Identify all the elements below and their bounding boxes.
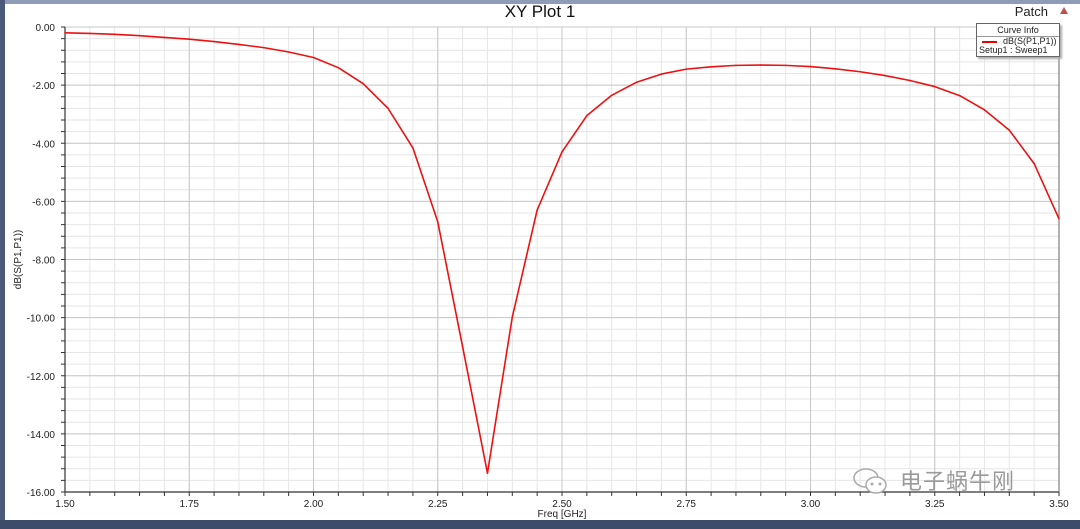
y-tick-label: -16.00 xyxy=(27,488,56,499)
data-point xyxy=(660,73,663,75)
x-tick-label: 3.00 xyxy=(801,499,821,510)
data-point xyxy=(238,43,240,46)
y-tick-label: 0.00 xyxy=(36,23,56,34)
x-tick-label: 2.50 xyxy=(552,499,572,510)
window-frame-top xyxy=(0,0,1080,4)
plot-title: XY Plot 1 xyxy=(504,2,576,21)
y-tick-label: -10.00 xyxy=(27,314,56,325)
x-tick-label: 3.25 xyxy=(925,499,945,510)
x-axis-label: Freq [GHz] xyxy=(538,509,587,520)
data-point xyxy=(834,68,837,70)
wechat-icon xyxy=(853,468,887,494)
data-point xyxy=(89,32,91,35)
curve-info-legend[interactable]: Curve Info dB(S(P1,P1)) Setup1 : Sweep1 xyxy=(976,23,1060,57)
data-point xyxy=(412,147,414,149)
data-point xyxy=(784,64,787,67)
data-point xyxy=(1033,162,1035,165)
data-point xyxy=(387,107,389,110)
data-point xyxy=(287,51,290,53)
data-point xyxy=(933,85,936,88)
data-point xyxy=(213,40,215,43)
data-point xyxy=(163,36,166,39)
data-point xyxy=(610,94,613,97)
data-point xyxy=(486,472,489,474)
legend-header: Curve Info xyxy=(977,24,1059,37)
data-point xyxy=(64,32,66,34)
x-tick-label: 1.50 xyxy=(55,499,75,510)
x-tick-label: 3.50 xyxy=(1049,499,1069,510)
data-point xyxy=(436,220,439,223)
data-point xyxy=(760,64,762,66)
data-point xyxy=(958,94,961,97)
data-point xyxy=(809,65,812,68)
x-tick-label: 1.75 xyxy=(180,499,200,510)
y-tick-label: -2.00 xyxy=(32,81,55,92)
data-point xyxy=(586,114,588,117)
data-point xyxy=(362,82,365,85)
data-point xyxy=(884,74,886,77)
data-point xyxy=(113,33,116,36)
x-tick-label: 2.00 xyxy=(304,499,324,510)
data-point xyxy=(312,56,315,59)
collapse-triangle-icon[interactable] xyxy=(1060,7,1068,14)
watermark-text: 电子蜗牛刚 xyxy=(900,469,1016,494)
x-tick-label: 2.75 xyxy=(677,499,697,510)
data-point xyxy=(263,46,265,49)
project-label: Patch xyxy=(1014,4,1048,19)
data-point xyxy=(635,81,638,84)
window-frame-bottom xyxy=(0,520,1080,529)
x-tick-label: 2.25 xyxy=(428,499,448,510)
data-point xyxy=(710,66,712,68)
data-point xyxy=(561,151,563,153)
data-point xyxy=(511,316,514,318)
legend-setup: Setup1 : Sweep1 xyxy=(979,45,1048,55)
data-point xyxy=(138,34,141,37)
data-point xyxy=(909,79,911,82)
y-tick-label: -12.00 xyxy=(27,372,56,383)
y-tick-label: -14.00 xyxy=(27,430,56,441)
data-point xyxy=(983,109,986,111)
legend-swatch xyxy=(982,41,997,43)
y-tick-label: -6.00 xyxy=(32,197,55,208)
data-point xyxy=(1008,129,1011,131)
legend-entry: dB(S(P1,P1)) xyxy=(977,37,1059,46)
data-point xyxy=(188,38,191,41)
data-point xyxy=(735,64,737,67)
data-point xyxy=(1058,218,1060,220)
data-point xyxy=(461,345,464,348)
data-point xyxy=(859,70,861,73)
y-axis-label: dB(S(P1,P1)) xyxy=(13,230,24,289)
data-point xyxy=(536,209,538,211)
y-tick-label: -8.00 xyxy=(32,256,55,267)
data-point xyxy=(685,68,688,70)
legend-curve-name: dB(S(P1,P1)) xyxy=(1003,36,1057,46)
data-point xyxy=(337,66,340,69)
y-tick-label: -4.00 xyxy=(32,139,55,150)
window-frame-left xyxy=(0,0,5,529)
